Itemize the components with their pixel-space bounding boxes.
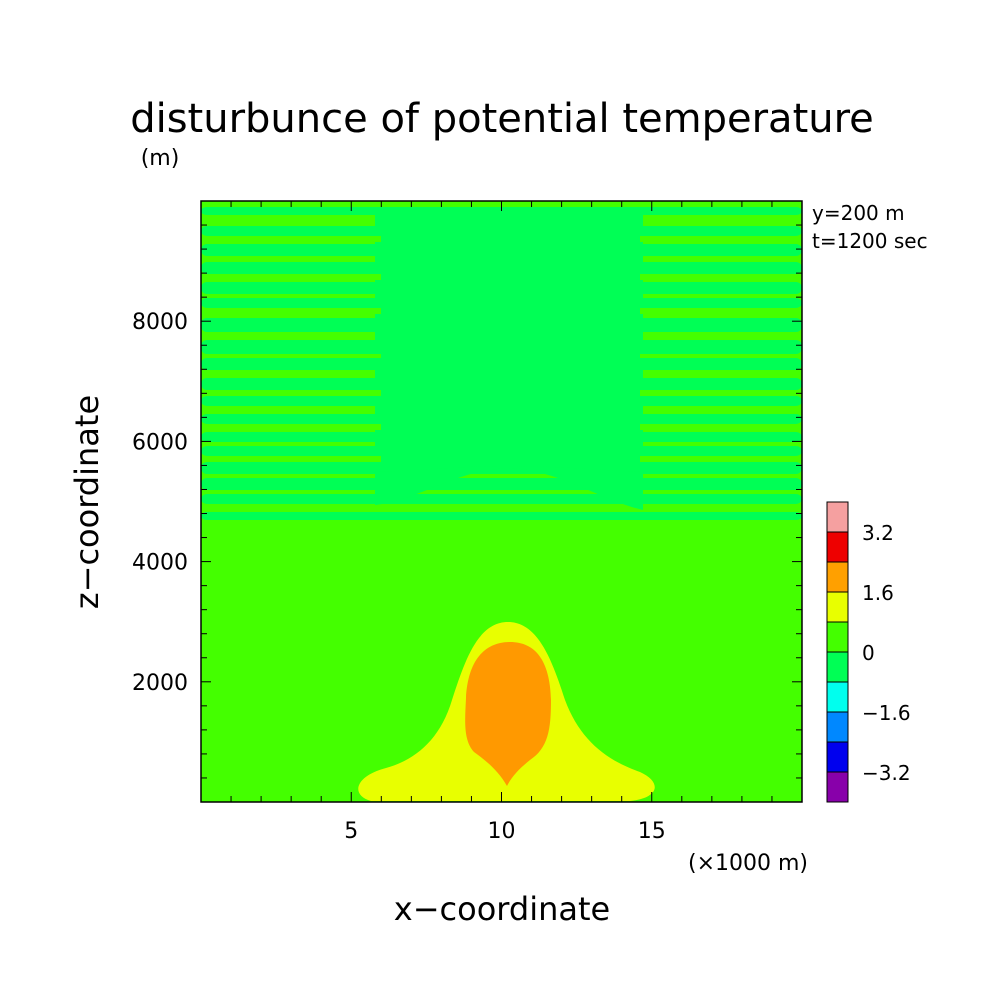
band-gap — [640, 390, 802, 396]
colorbar: 3.2 1.6 0 −1.6 −3.2 — [826, 501, 911, 803]
x-axis-unit: (×1000 m) — [688, 851, 808, 876]
negative-band — [201, 414, 802, 424]
colorbar-swatch — [826, 651, 849, 683]
negative-band — [201, 378, 802, 390]
negative-band — [201, 282, 802, 294]
colorbar-swatch — [826, 711, 849, 743]
colorbar-swatch — [826, 681, 849, 713]
y-tick-label: 6000 — [132, 430, 188, 455]
band-gap — [640, 236, 802, 242]
central-dip — [375, 466, 643, 510]
colorbar-swatch — [826, 591, 849, 623]
band-gap — [640, 456, 802, 462]
band-gap — [201, 520, 381, 526]
negative-band — [201, 512, 802, 520]
band-gap — [201, 456, 381, 462]
band-gap — [201, 308, 381, 314]
negative-band — [201, 446, 802, 456]
y-axis-unit: (m) — [141, 146, 180, 171]
negative-band — [201, 226, 802, 236]
axis-ticks — [201, 201, 802, 802]
x-tick-label: 10 — [488, 819, 516, 844]
x-tick-label: 5 — [344, 819, 358, 844]
annotation-t: t=1200 sec — [812, 229, 928, 253]
colorbar-swatch — [826, 501, 849, 533]
x-tick-label: 15 — [638, 819, 666, 844]
negative-band — [201, 358, 802, 370]
band-gap — [201, 354, 381, 360]
band-gap — [640, 490, 802, 496]
chart-title: disturbunce of potential temperature — [130, 96, 874, 142]
x-axis-label: x−coordinate — [394, 890, 610, 928]
band-gap — [640, 354, 802, 360]
y-tick-labels: 2000 4000 6000 8000 — [132, 310, 188, 696]
negative-band — [201, 432, 802, 442]
colorbar-label: 3.2 — [862, 521, 894, 545]
band-gap — [201, 236, 381, 242]
band-gap — [640, 274, 802, 280]
negative-band — [201, 494, 802, 504]
negative-bands — [201, 207, 802, 526]
y-axis-label: z−coordinate — [68, 395, 106, 609]
band-gap — [201, 490, 381, 496]
colorbar-label: −1.6 — [862, 701, 911, 725]
y-tick-label: 4000 — [132, 551, 188, 576]
annotation-y: y=200 m — [812, 201, 905, 225]
y-tick-label: 2000 — [132, 671, 188, 696]
colorbar-swatch — [826, 561, 849, 593]
band-gap — [201, 390, 381, 396]
negative-band — [201, 262, 802, 274]
colorbar-label: 0 — [862, 641, 875, 665]
colorbar-swatch — [826, 621, 849, 653]
thermal-core-region — [465, 642, 551, 786]
negative-band — [201, 318, 802, 332]
negative-band — [201, 396, 802, 406]
colorbar-swatch — [826, 741, 849, 773]
colorbar-label: −3.2 — [862, 761, 911, 785]
negative-band — [201, 478, 802, 490]
colorbar-swatch — [826, 531, 849, 563]
y-tick-label: 8000 — [132, 310, 188, 335]
x-tick-labels: 5 10 15 — [344, 819, 666, 844]
band-gap — [640, 424, 802, 430]
band-gap — [640, 520, 802, 526]
plot-area — [200, 200, 803, 803]
negative-band — [201, 340, 802, 354]
colorbar-swatch — [826, 771, 849, 803]
negative-band — [201, 244, 802, 256]
band-gap — [640, 308, 802, 314]
band-gap — [201, 274, 381, 280]
band-gap — [201, 424, 381, 430]
colorbar-label: 1.6 — [862, 581, 894, 605]
negative-band — [201, 298, 802, 308]
